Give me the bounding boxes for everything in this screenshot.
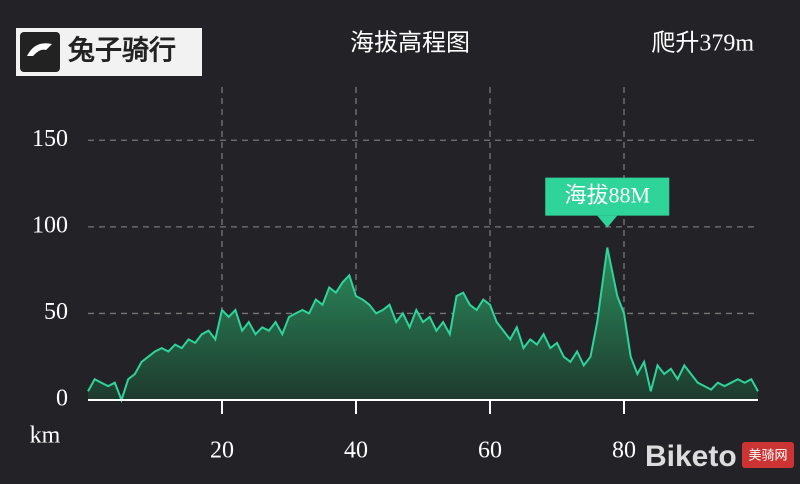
annotation-box <box>545 177 670 216</box>
watermark-brand: Biketo <box>645 440 737 473</box>
logo-icon <box>20 32 60 72</box>
x-tick-label: 80 <box>612 438 636 464</box>
y-tick-label: 150 <box>32 126 68 152</box>
logo-text: 兔子骑行 <box>68 35 176 67</box>
watermark-site: 美骑网 <box>748 449 787 464</box>
logo: 兔子骑行 <box>16 28 202 76</box>
x-tick-label: 20 <box>210 438 234 464</box>
x-tick-label: 60 <box>478 438 502 464</box>
y-tick-label: 100 <box>32 212 68 238</box>
watermark-badge <box>742 442 794 468</box>
logo-icon-shape <box>27 43 52 56</box>
annotation: 海拔88M <box>564 183 650 208</box>
chart-title: 海拔高程图 <box>350 30 470 57</box>
y-tick-label: 0 <box>56 386 68 412</box>
x-tick-label: 40 <box>344 438 368 464</box>
area-fill <box>88 247 758 400</box>
y-tick-label: 50 <box>44 299 68 325</box>
climb-label: 爬升379m <box>651 30 754 57</box>
area-line <box>87 247 759 403</box>
annotation-pointer <box>597 215 618 228</box>
x-axis-label: km <box>30 423 61 449</box>
